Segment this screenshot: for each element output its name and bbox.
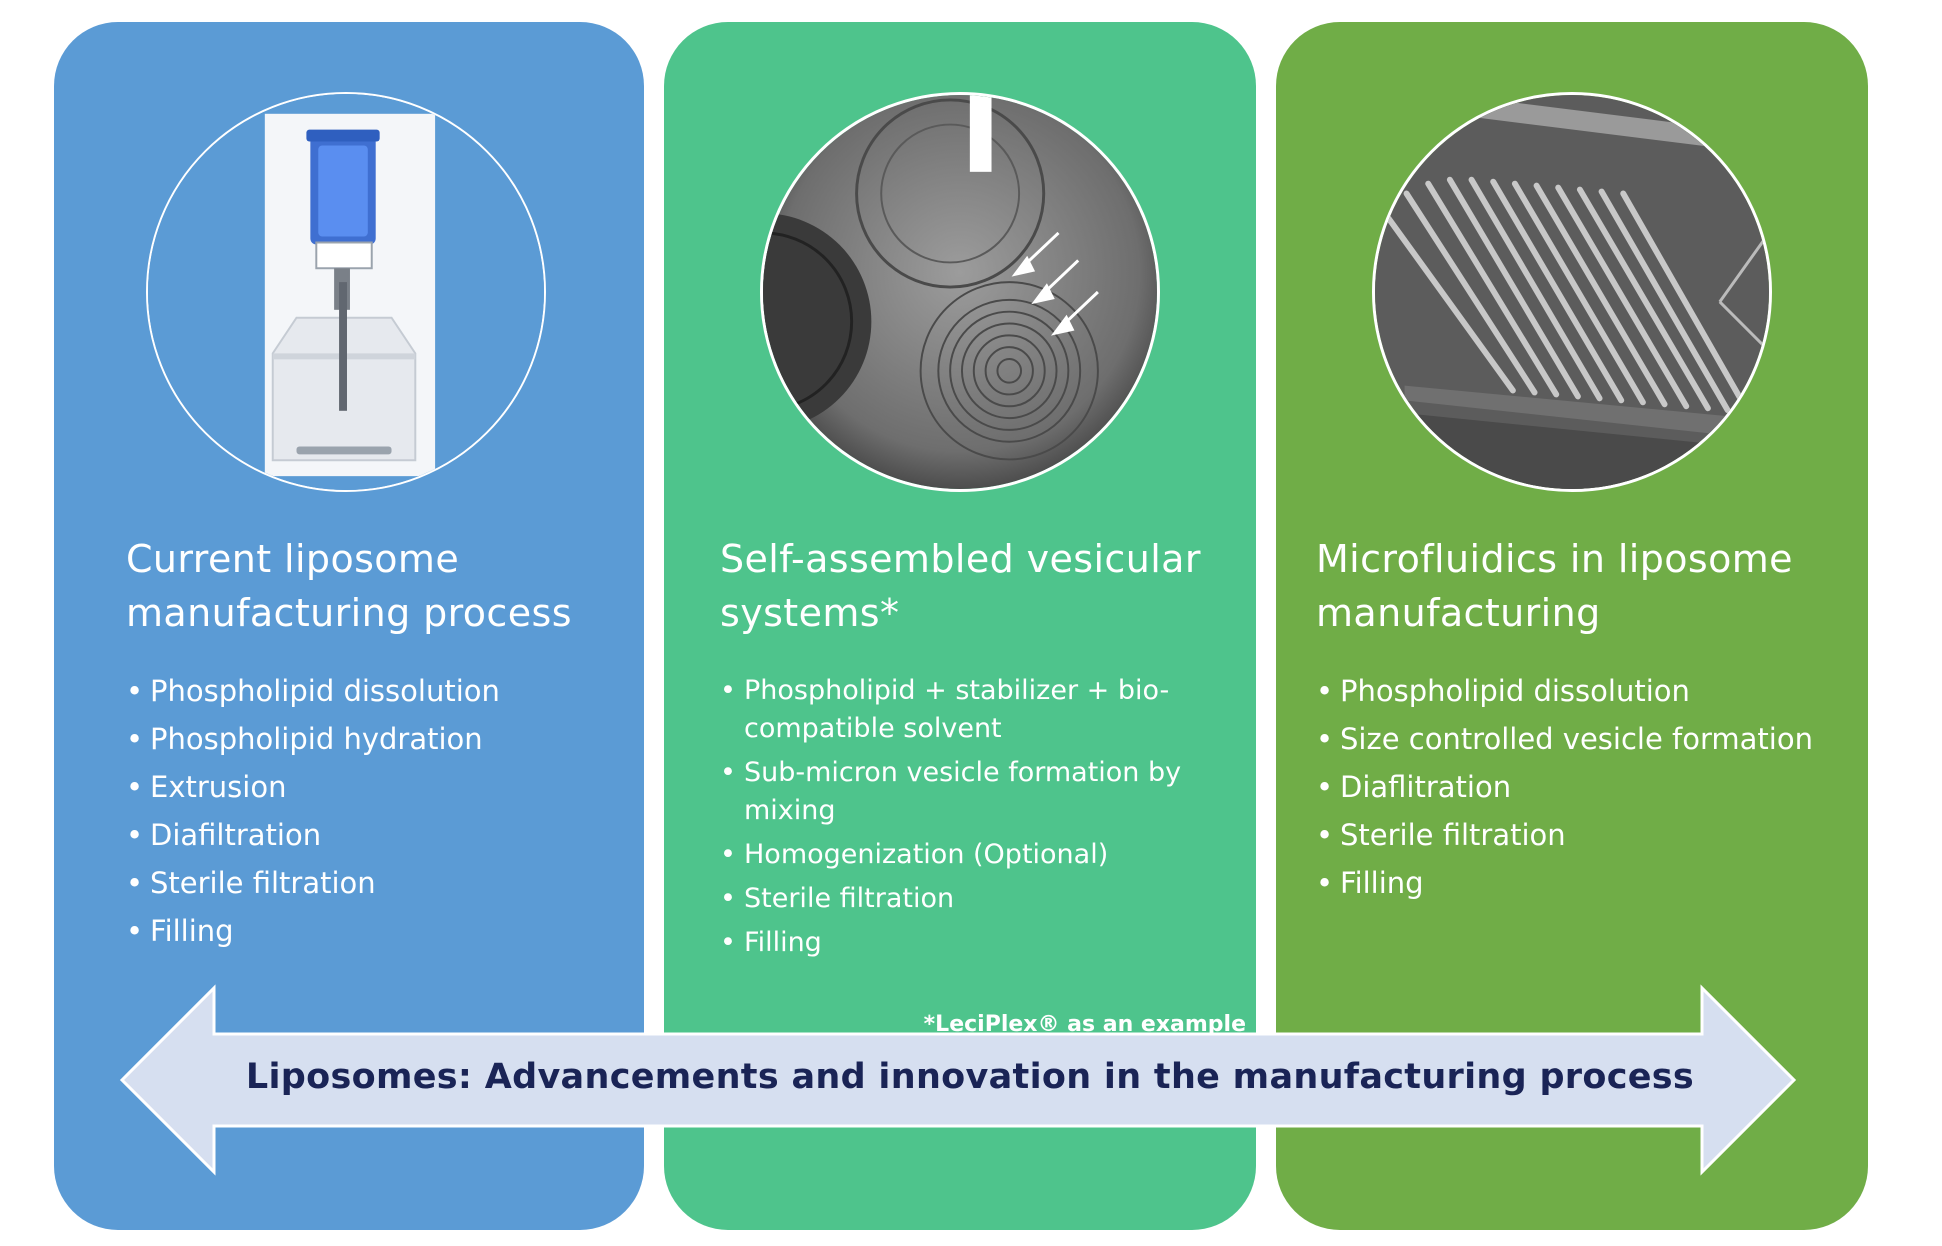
list-item: Sterile filtration	[1316, 816, 1856, 854]
footnote: *LeciPlex® as an example	[923, 1012, 1246, 1037]
list-item: Sub-micron vesicle formation by mixing	[720, 754, 1220, 830]
extruder-illustration	[148, 94, 544, 490]
list-item: Phospholipid + stabilizer + bio-compatib…	[720, 672, 1220, 748]
process-steps-list: Phospholipid + stabilizer + bio-compatib…	[720, 672, 1220, 968]
list-item: Diafiltration	[126, 816, 636, 854]
panel-title: Current liposome manufacturing process	[126, 537, 572, 635]
panel-self-assembled: Self-assembled vesicular systems* Phosph…	[664, 22, 1256, 1230]
vesicle-micrograph	[763, 95, 1157, 489]
list-item: Extrusion	[126, 768, 636, 806]
list-item: Filling	[1316, 864, 1856, 902]
process-steps-list: Phospholipid dissolution Size controlled…	[1316, 672, 1856, 912]
list-item: Phospholipid dissolution	[126, 672, 636, 710]
microfluidic-chip-illustration	[1375, 95, 1769, 489]
panel-current-process: Current liposome manufacturing process P…	[54, 22, 644, 1230]
list-item: Diaflitration	[1316, 768, 1856, 806]
microfluidic-chip-image	[1372, 92, 1772, 492]
list-item: Filling	[720, 924, 1220, 962]
list-item: Filling	[126, 912, 636, 950]
list-item: Phospholipid hydration	[126, 720, 636, 758]
panel-title: Microfluidics in liposome manufacturing	[1316, 537, 1793, 635]
list-item: Phospholipid dissolution	[1316, 672, 1856, 710]
process-steps-list: Phospholipid dissolution Phospholipid hy…	[126, 672, 636, 960]
list-item: Size controlled vesicle formation	[1316, 720, 1856, 758]
list-item: Sterile filtration	[126, 864, 636, 902]
panel-title: Self-assembled vesicular systems*	[720, 537, 1201, 635]
panel-microfluidics: Microfluidics in liposome manufacturing …	[1276, 22, 1868, 1230]
list-item: Sterile filtration	[720, 880, 1220, 918]
vesicle-micrograph-image	[760, 92, 1160, 492]
extrusion-device-image	[146, 92, 546, 492]
list-item: Homogenization (Optional)	[720, 836, 1220, 874]
